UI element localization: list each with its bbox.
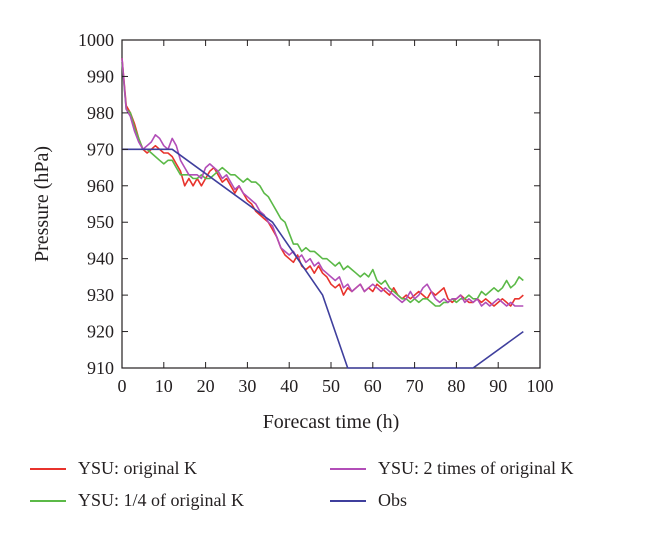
legend-swatch-green xyxy=(30,499,66,502)
x-tick-label: 70 xyxy=(406,376,424,396)
x-tick-label: 60 xyxy=(364,376,382,396)
y-tick-label: 960 xyxy=(87,176,114,196)
y-axis-label: Pressure (hPa) xyxy=(31,146,53,262)
x-tick-label: 30 xyxy=(238,376,256,396)
x-axis-label: Forecast time (h) xyxy=(263,411,400,433)
y-tick-label: 920 xyxy=(87,322,114,342)
y-tick-label: 940 xyxy=(87,249,114,269)
legend-label: YSU: 2 times of original K xyxy=(378,458,574,478)
y-tick-label: 970 xyxy=(87,139,114,159)
legend-item-ysu-double: YSU: 2 times of original K xyxy=(330,458,574,479)
series-line-3 xyxy=(122,148,524,369)
x-tick-label: 50 xyxy=(322,376,340,396)
x-tick-label: 20 xyxy=(197,376,215,396)
line-chart: 0 10 20 30 40 50 60 70 80 90 100 910 920 930 940 950 960… xyxy=(31,30,554,433)
x-tick-label: 10 xyxy=(155,376,173,396)
legend-swatch-red xyxy=(30,467,66,470)
legend-swatch-purple xyxy=(330,467,366,470)
y-tick-label: 1000 xyxy=(78,30,114,50)
legend-label: YSU: original K xyxy=(78,458,197,478)
legend-swatch-blue xyxy=(330,499,366,502)
x-tick-label: 0 xyxy=(118,376,127,396)
legend-label: Obs xyxy=(378,490,408,510)
series-layer xyxy=(121,58,524,369)
legend-item-ysu-quarter: YSU: 1/4 of original K xyxy=(30,490,244,511)
x-tick-label: 80 xyxy=(447,376,465,396)
y-tick-label: 980 xyxy=(87,103,114,123)
y-tick-label: 910 xyxy=(87,358,114,378)
x-tick-label: 90 xyxy=(489,376,507,396)
x-tick-label: 100 xyxy=(527,376,554,396)
legend-label: YSU: 1/4 of original K xyxy=(78,490,244,510)
y-tick-label: 990 xyxy=(87,66,114,86)
y-tick-label: 950 xyxy=(87,212,114,232)
ticks-layer: 0 10 20 30 40 50 60 70 80 90 100 910 920 930 940 950 960… xyxy=(78,30,554,396)
x-tick-label: 40 xyxy=(280,376,298,396)
y-tick-label: 930 xyxy=(87,285,114,305)
legend-item-ysu-original: YSU: original K xyxy=(30,458,197,479)
legend-item-obs: Obs xyxy=(330,490,407,511)
series-line-2 xyxy=(121,58,524,307)
